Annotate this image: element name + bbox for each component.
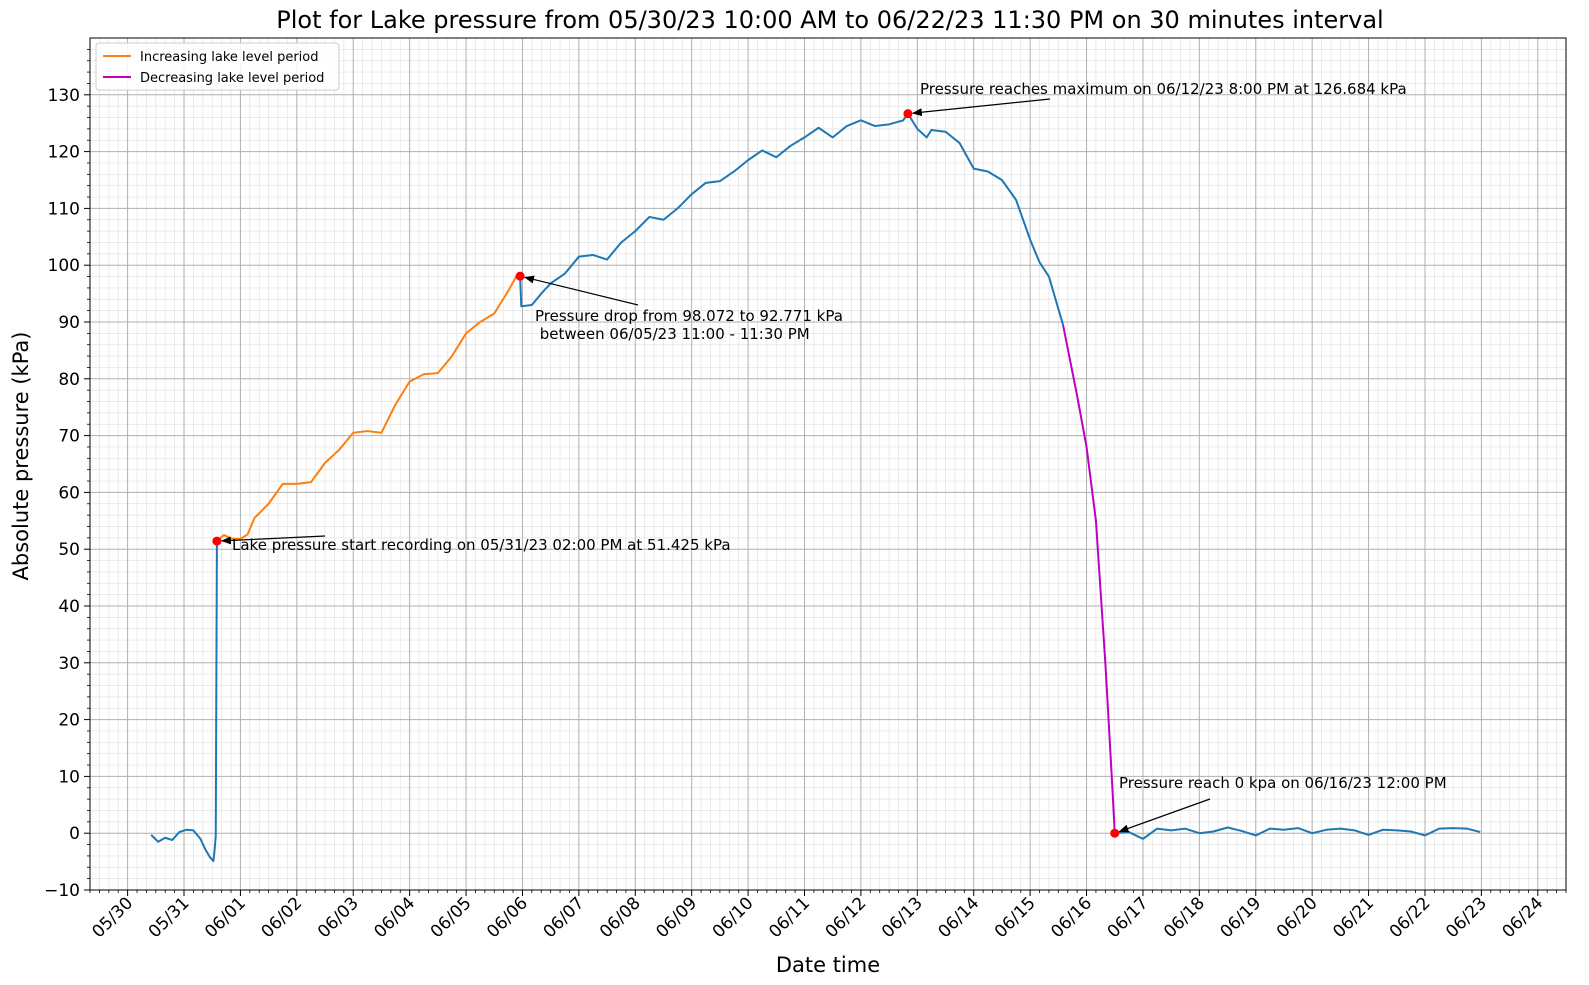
y-tick-label: 80 — [58, 370, 80, 390]
y-tick-label: 20 — [58, 711, 80, 731]
minor-grid — [89, 38, 1567, 890]
annotation-text: Pressure reach 0 kpa on 06/16/23 12:00 P… — [1119, 774, 1447, 792]
legend: Increasing lake level period Decreasing l… — [95, 42, 340, 91]
x-tick-label: 06/09 — [652, 893, 701, 942]
series-line-main — [1114, 826, 1481, 840]
x-axis-ticks: 05/30 05/31 06/01 06/02 06/03 06/04 06/05 06/06… — [88, 890, 1567, 942]
annotation-arrow — [220, 535, 326, 545]
plot-frame — [89, 37, 1567, 891]
highlight-marker — [1110, 828, 1120, 838]
series-line-main — [150, 541, 218, 863]
x-tick-label: 06/12 — [822, 893, 871, 942]
x-tick-label: 06/13 — [878, 893, 927, 942]
annotation-text: Pressure reaches maximum on 06/12/23 8:0… — [920, 80, 1407, 98]
y-tick-label: 100 — [48, 256, 80, 276]
x-tick-label: 06/17 — [1104, 893, 1153, 942]
x-tick-label: 06/24 — [1499, 893, 1548, 942]
y-tick-label: 120 — [48, 143, 80, 163]
y-axis-ticks: −10 0 10 20 30 40 50 60 70 80 90 100 110 120 130 — [44, 48, 90, 901]
chart-title: Plot for Lake pressure from 05/30/23 10:… — [276, 6, 1383, 34]
x-tick-label: 06/06 — [483, 893, 532, 942]
series-line-increasing — [216, 272, 521, 542]
major-grid — [90, 38, 1566, 891]
y-tick-label: 130 — [48, 86, 80, 106]
y-tick-label: 40 — [58, 597, 80, 617]
x-tick-label: 05/31 — [145, 893, 194, 942]
legend-label: Increasing lake level period — [140, 50, 318, 65]
y-tick-label: 70 — [58, 427, 80, 447]
annotation-text: Pressure drop from 98.072 to 92.771 kPa — [535, 307, 843, 325]
x-tick-label: 06/19 — [1217, 893, 1266, 942]
annotation-arrow — [911, 98, 1051, 117]
annotation-arrow — [1118, 798, 1211, 833]
x-tick-label: 06/11 — [765, 893, 814, 942]
y-tick-label: 90 — [58, 313, 80, 333]
y-axis-label: Absolute pressure (kPa) — [9, 332, 33, 581]
y-tick-label: 110 — [48, 199, 80, 219]
annotation-arrow — [523, 275, 639, 306]
annotation-text: between 06/05/23 11:00 - 11:30 PM — [535, 325, 810, 343]
x-tick-label: 06/10 — [709, 893, 758, 942]
highlight-marker — [515, 271, 525, 281]
highlight-marker — [903, 109, 913, 119]
x-tick-label: 06/14 — [934, 893, 983, 942]
y-tick-label: −10 — [44, 881, 80, 901]
x-tick-label: 06/16 — [1047, 893, 1096, 942]
x-tick-label: 06/22 — [1386, 893, 1435, 942]
annotation-layer: Lake pressure start recording on 05/31/2… — [220, 80, 1447, 833]
highlight-marker — [212, 536, 222, 546]
y-tick-label: 10 — [58, 767, 80, 787]
series-line-decreasing — [1062, 324, 1116, 834]
y-tick-label: 0 — [69, 824, 80, 844]
legend-box — [95, 42, 340, 91]
x-tick-label: 06/01 — [201, 893, 250, 942]
y-tick-label: 50 — [58, 540, 80, 560]
marker-layer — [212, 109, 1120, 838]
x-tick-label: 06/07 — [540, 893, 589, 942]
x-axis-label: Date time — [776, 953, 880, 977]
x-tick-label: 06/02 — [258, 893, 307, 942]
x-tick-label: 06/04 — [370, 893, 419, 942]
x-tick-label: 06/05 — [427, 893, 476, 942]
x-tick-label: 06/18 — [1160, 893, 1209, 942]
x-tick-label: 06/23 — [1442, 893, 1491, 942]
annotation-text: Lake pressure start recording on 05/31/2… — [232, 536, 731, 554]
legend-label: Decreasing lake level period — [140, 71, 324, 86]
y-tick-label: 30 — [58, 654, 80, 674]
series-line-main — [519, 112, 1064, 326]
x-tick-label: 06/20 — [1273, 893, 1322, 942]
x-tick-label: 06/15 — [991, 893, 1040, 942]
y-tick-label: 60 — [58, 483, 80, 503]
x-tick-label: 06/03 — [314, 893, 363, 942]
x-tick-label: 05/30 — [88, 893, 137, 942]
series-layer — [150, 112, 1481, 863]
x-tick-label: 06/08 — [596, 893, 645, 942]
x-tick-label: 06/21 — [1329, 893, 1378, 942]
